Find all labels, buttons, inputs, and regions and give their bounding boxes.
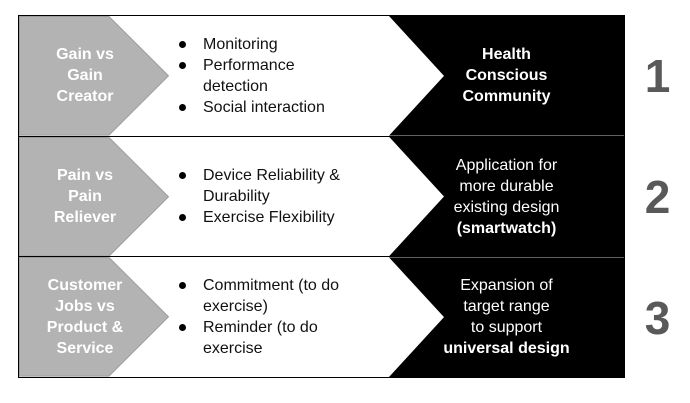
bullet-item: Reminder (to do exercise (169, 317, 358, 359)
result-text-bold: (smartwatch) (456, 219, 557, 237)
category-arrow: Gain vs Gain Creator (19, 16, 169, 136)
bullet-dot-icon (179, 214, 186, 221)
bullet-item: Device Reliability & Durability (169, 165, 358, 207)
bullet-dot-icon (179, 40, 186, 48)
category-arrow: Customer Jobs vs Product & Service (19, 257, 169, 377)
category-arrow: Pain vs Pain Reliever (19, 137, 169, 257)
result-banner: Expansion of target range to support uni… (389, 257, 624, 378)
diagram-grid: Health Conscious Community Gain vs Gain … (18, 15, 625, 378)
arrow-shape-icon (19, 257, 169, 377)
bullet-dot-icon (179, 172, 186, 179)
row-customer-jobs: Expansion of target range to support uni… (19, 256, 624, 378)
bullet-dot-icon (179, 324, 186, 332)
result-banner: Health Conscious Community (389, 16, 624, 136)
bullet-text: Performance detection (203, 56, 295, 95)
bullet-item: Exercise Flexibility (169, 207, 358, 228)
bullet-dot-icon (179, 103, 186, 111)
row-pain-reliever: Application for more durable existing de… (19, 135, 624, 257)
bullet-text: Social interaction (203, 98, 325, 116)
result-text: Expansion of target range to support (460, 277, 553, 337)
bullet-dot-icon (179, 282, 186, 290)
category-label: Gain vs Gain Creator (56, 46, 114, 106)
step-numbers: 1 2 3 (625, 15, 690, 378)
step-number-3: 3 (644, 291, 671, 344)
bullet-text: Monitoring (203, 35, 278, 53)
bullet-item: Monitoring (169, 34, 358, 55)
bullet-text: Device Reliability & Durability (203, 167, 340, 205)
result-banner: Application for more durable existing de… (389, 136, 624, 257)
result-text-bold: Health Conscious Community (462, 46, 551, 106)
category-label: Pain vs Pain Reliever (53, 167, 117, 226)
arrow-shape-icon (19, 137, 169, 257)
bullet-list: Device Reliability & Durability Exercise… (169, 137, 358, 257)
arrow-shape-icon (19, 16, 169, 136)
bullet-item: Commitment (to do exercise) (169, 275, 358, 317)
bullet-text: Commitment (to do exercise) (203, 277, 340, 316)
bullet-text: Exercise Flexibility (203, 209, 335, 226)
bullet-item: Social interaction (169, 97, 358, 118)
bullet-text: Reminder (to do exercise (203, 319, 318, 358)
bullet-list: Monitoring Performance detection Social … (169, 16, 358, 136)
row-gain-creator: Health Conscious Community Gain vs Gain … (19, 16, 624, 136)
bullet-dot-icon (179, 61, 186, 69)
category-label: Customer Jobs vs Product & Service (46, 277, 124, 358)
bullet-item: Performance detection (169, 55, 358, 97)
result-text: Application for more durable existing de… (453, 156, 560, 216)
bullet-list: Commitment (to do exercise) Reminder (to… (169, 257, 358, 377)
result-text-bold: universal design (443, 340, 570, 358)
step-number-1: 1 (644, 49, 671, 102)
step-number-2: 2 (644, 170, 671, 223)
